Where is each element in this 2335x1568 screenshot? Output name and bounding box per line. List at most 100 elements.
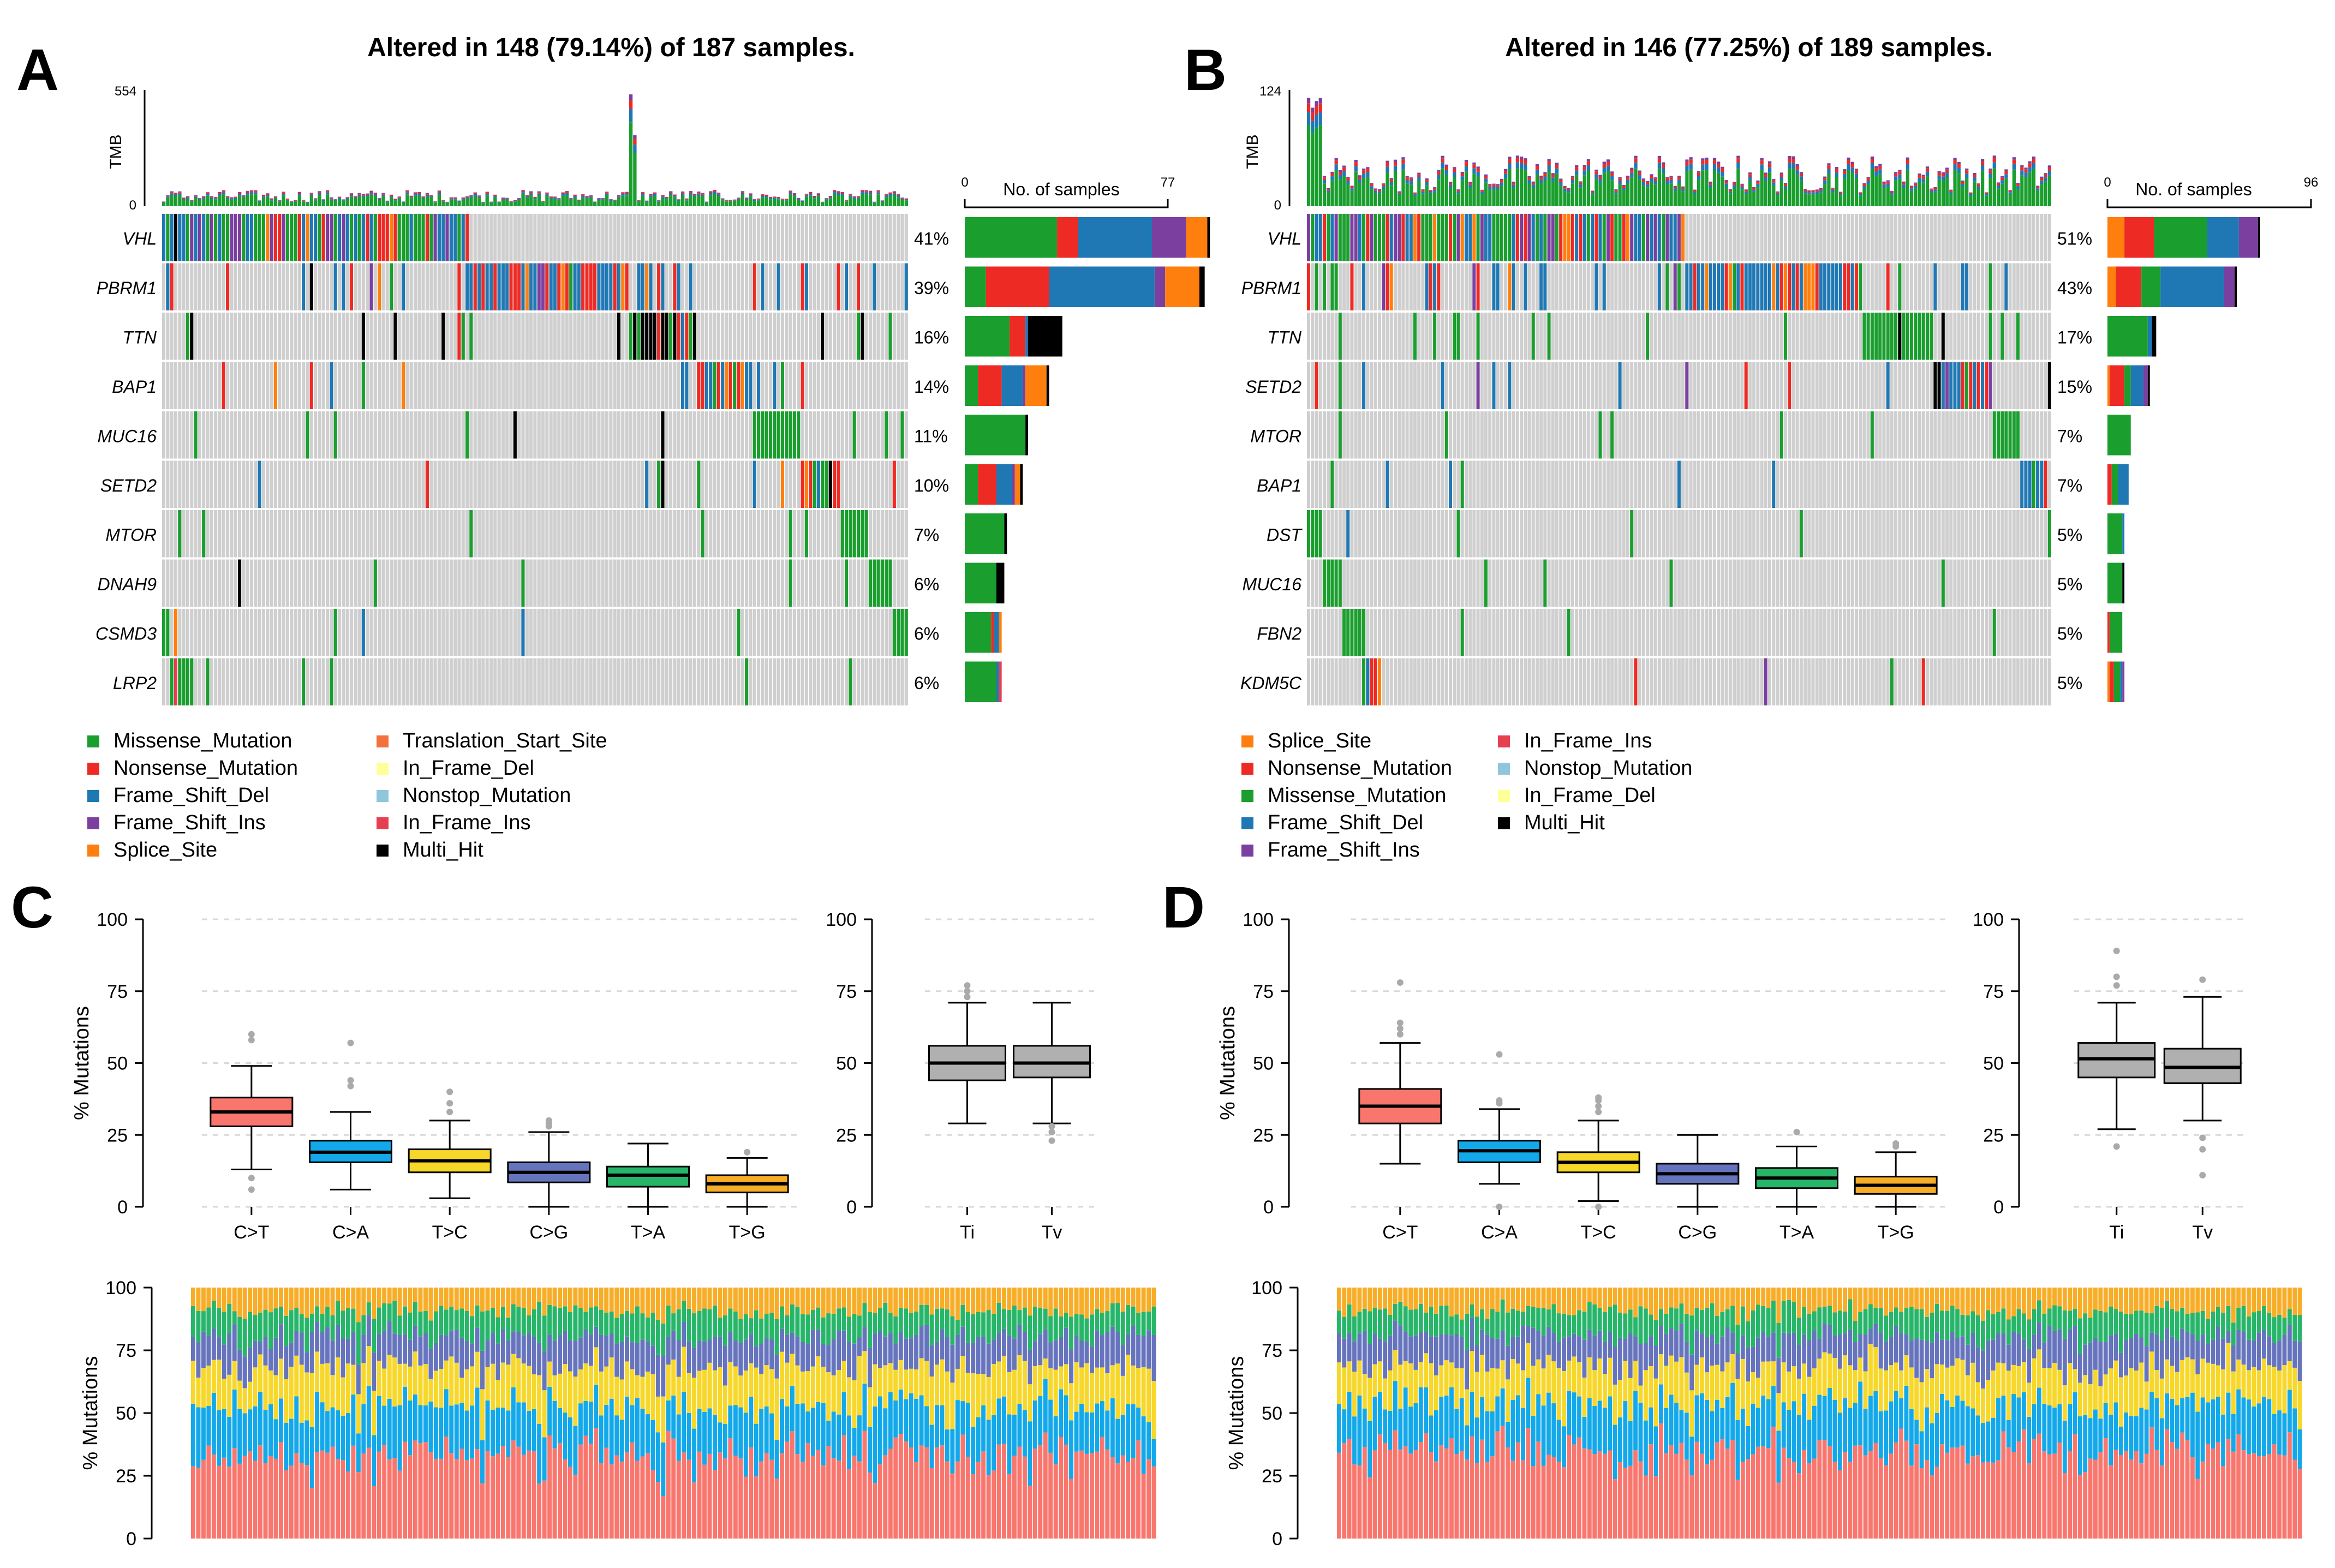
mutation-cell bbox=[849, 658, 852, 705]
grid-cell bbox=[198, 510, 201, 558]
tmb-bar bbox=[1788, 162, 1791, 169]
grid-cell bbox=[1520, 510, 1524, 558]
mutation-cell bbox=[605, 263, 609, 310]
grid-cell bbox=[1492, 411, 1496, 459]
grid-cell bbox=[313, 263, 318, 310]
grid-cell bbox=[816, 510, 820, 558]
grid-cell bbox=[378, 510, 381, 558]
grid-cell bbox=[709, 214, 713, 261]
grid-cell bbox=[737, 313, 740, 360]
tmb-bar bbox=[1433, 188, 1437, 190]
tmb-bar bbox=[665, 198, 669, 200]
grid-cell bbox=[441, 460, 445, 508]
tmb-bar bbox=[873, 202, 876, 206]
grid-cell bbox=[1976, 411, 1980, 459]
grid-cell bbox=[1389, 362, 1393, 409]
tmb-bar bbox=[2036, 185, 2040, 187]
summary-bar-segment bbox=[965, 513, 1005, 554]
mutation-cell bbox=[597, 263, 601, 310]
mutation-cell bbox=[222, 214, 225, 261]
grid-cell bbox=[1697, 214, 1701, 261]
tmb-bar bbox=[174, 194, 178, 196]
grid-cell bbox=[1460, 510, 1464, 558]
grid-cell bbox=[613, 411, 617, 459]
tmb-bar bbox=[1791, 159, 1795, 163]
grid-cell bbox=[313, 313, 318, 360]
grid-cell bbox=[1744, 460, 1748, 508]
mutation-cell bbox=[393, 313, 397, 360]
tmb-bar bbox=[178, 193, 182, 195]
grid-cell bbox=[1721, 313, 1724, 360]
mutation-cell bbox=[230, 214, 234, 261]
grid-cell bbox=[1910, 214, 1914, 261]
tmb-bar bbox=[2004, 174, 2008, 179]
grid-cell bbox=[789, 214, 792, 261]
tmb-bar bbox=[749, 193, 753, 194]
grid-cell bbox=[1850, 460, 1854, 508]
grid-cell bbox=[409, 559, 413, 607]
grid-cell bbox=[593, 313, 597, 360]
grid-cell bbox=[1874, 460, 1878, 508]
grid-cell bbox=[541, 609, 545, 656]
mutation-cell bbox=[728, 362, 732, 409]
grid-cell bbox=[1736, 362, 1740, 409]
mutation-cell bbox=[361, 313, 365, 360]
grid-cell bbox=[1543, 411, 1547, 459]
grid-cell bbox=[1760, 214, 1764, 261]
tmb-bar bbox=[1886, 187, 1890, 206]
grid-cell bbox=[797, 313, 801, 360]
tmb-bar bbox=[1701, 164, 1705, 171]
grid-cell bbox=[1717, 460, 1721, 508]
grid-cell bbox=[605, 460, 609, 508]
tmb-bar bbox=[2047, 165, 2051, 167]
grid-cell bbox=[325, 460, 330, 508]
tmb-bar bbox=[1539, 175, 1543, 177]
grid-cell bbox=[1815, 313, 1819, 360]
tmb-bar bbox=[801, 202, 804, 206]
tmb-bar bbox=[318, 191, 321, 193]
grid-cell bbox=[1441, 313, 1444, 360]
tmb-bar bbox=[1338, 175, 1342, 179]
grid-cell bbox=[1358, 510, 1361, 558]
grid-cell bbox=[1697, 460, 1701, 508]
tmb-bar bbox=[833, 194, 837, 206]
grid-cell bbox=[1681, 362, 1685, 409]
grid-cell bbox=[569, 559, 573, 607]
grid-cell bbox=[1354, 263, 1358, 310]
grid-cell bbox=[1417, 362, 1421, 409]
tmb-bar bbox=[1559, 182, 1563, 186]
grid-cell bbox=[1854, 313, 1858, 360]
grid-cell bbox=[342, 313, 345, 360]
mutation-cell bbox=[461, 313, 465, 360]
grid-cell bbox=[1401, 460, 1405, 508]
tmb-bar bbox=[1748, 174, 1752, 177]
grid-cell bbox=[785, 313, 789, 360]
tmb-bar bbox=[1512, 188, 1515, 206]
tmb-bar bbox=[1890, 194, 1894, 206]
grid-cell bbox=[1831, 362, 1835, 409]
tmb-bar bbox=[461, 198, 465, 199]
legend-label: Nonsense_Mutation bbox=[114, 757, 298, 780]
grid-cell bbox=[1894, 263, 1898, 310]
grid-cell bbox=[465, 510, 469, 558]
mutation-cell bbox=[349, 214, 353, 261]
grid-cell bbox=[1839, 460, 1843, 508]
grid-cell bbox=[900, 658, 904, 705]
tmb-bar bbox=[1788, 155, 1791, 159]
mutation-cell bbox=[837, 460, 840, 508]
grid-cell bbox=[1976, 460, 1980, 508]
tmb-bar bbox=[234, 199, 237, 206]
grid-cell bbox=[1520, 263, 1524, 310]
grid-cell bbox=[1653, 411, 1657, 459]
summary-bar-segment bbox=[965, 316, 1010, 357]
grid-cell bbox=[665, 460, 668, 508]
grid-cell bbox=[904, 559, 908, 607]
tmb-bar bbox=[1595, 174, 1598, 179]
grid-cell bbox=[1366, 411, 1370, 459]
grid-cell bbox=[266, 411, 270, 459]
tmb-bar bbox=[669, 193, 673, 195]
grid-cell bbox=[242, 658, 246, 705]
grid-cell bbox=[537, 609, 541, 656]
grid-cell bbox=[194, 263, 198, 310]
grid-cell bbox=[585, 214, 589, 261]
